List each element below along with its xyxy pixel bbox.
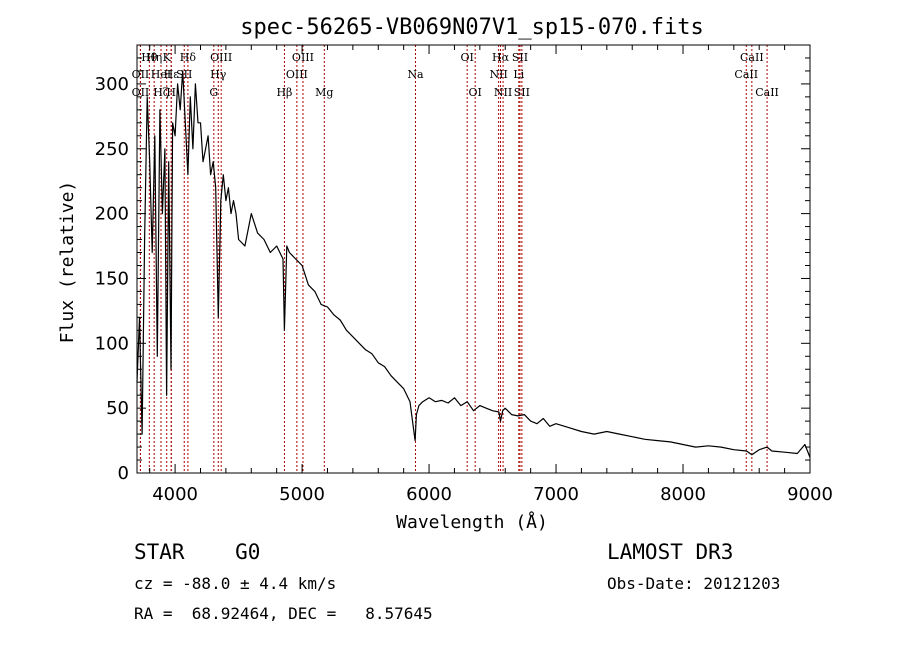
line-marker-label-2: OII: [132, 68, 150, 81]
line-marker-labels: OII Hθ OII Hη HeI Hζ K Hε H Hδ SII OIII Hγ G Hβ OIII OII…: [132, 51, 779, 99]
x-axis-label: Wavelength (Å): [396, 511, 548, 533]
line-marker-label-27: CaII: [740, 51, 764, 64]
ra-dec-coords: RA = 68.92464, DEC = 8.57645: [134, 604, 433, 623]
line-marker-label-5: Hζ: [153, 86, 169, 99]
spectrum-line-0: [136, 70, 811, 458]
y-tick-label-250: 250: [95, 139, 129, 160]
line-marker-label-13: G: [209, 86, 218, 99]
redshift-cz: cz = -88.0 ± 4.4 km/s: [134, 574, 337, 593]
line-marker-label-10: SII: [176, 68, 192, 81]
y-axis-ticks: 0 50 100 150 200 250 300: [95, 44, 810, 484]
line-marker-label-21: Hα: [492, 51, 510, 64]
object-class: STAR G0: [134, 540, 261, 564]
x-tick-label-8000: 8000: [660, 484, 706, 505]
line-marker-label-9: Hδ: [180, 51, 197, 64]
line-marker-label-16: OIII: [286, 68, 308, 81]
line-marker-label-3: Hη: [146, 51, 162, 64]
line-marker-label-28: CaII: [734, 68, 758, 81]
line-marker-label-15: OIII: [292, 51, 314, 64]
x-tick-label-7000: 7000: [533, 484, 579, 505]
line-marker-label-11: OIII: [210, 51, 232, 64]
line-marker-label-22: NII: [489, 68, 507, 81]
line-marker-label-18: Na: [407, 68, 424, 81]
y-tick-label-200: 200: [95, 204, 129, 225]
line-marker-label-23: NII: [494, 86, 512, 99]
line-marker-label-26: SII: [514, 86, 530, 99]
line-marker-label-20: OI: [468, 86, 481, 99]
x-tick-label-6000: 6000: [406, 484, 452, 505]
line-marker-label-6: K: [163, 51, 172, 64]
line-marker-label-19: OI: [460, 51, 473, 64]
line-marker-label-1: Hθ: [141, 51, 158, 64]
obs-date: Obs-Date: 20121203: [607, 574, 781, 593]
y-tick-label-300: 300: [95, 74, 129, 95]
line-marker-label-0: OII: [132, 86, 150, 99]
line-marker-label-17: Mg: [315, 86, 333, 99]
line-marker-label-24: SII: [512, 51, 528, 64]
x-tick-label-9000: 9000: [787, 484, 833, 505]
line-marker-label-7: Hε: [164, 68, 180, 81]
line-marker-label-8: H: [166, 86, 176, 99]
y-axis-label: Flux (relative): [57, 181, 78, 344]
y-tick-label-150: 150: [95, 268, 129, 289]
x-axis-ticks: 4000 5000 6000 7000 8000 9000: [149, 45, 833, 505]
line-marker-label-12: Hγ: [210, 68, 227, 81]
y-tick-label-100: 100: [95, 333, 129, 354]
line-marker-label-4: HeI: [151, 68, 171, 81]
y-tick-label-0: 0: [118, 463, 129, 484]
x-tick-label-5000: 5000: [279, 484, 325, 505]
spectrum-series: [136, 70, 811, 458]
y-tick-label-50: 50: [106, 398, 129, 419]
line-marker-label-29: CaII: [755, 86, 779, 99]
survey-name: LAMOST DR3: [607, 540, 734, 564]
line-marker-label-25: Li: [513, 68, 524, 81]
x-tick-label-4000: 4000: [152, 484, 198, 505]
line-marker-label-14: Hβ: [276, 86, 292, 99]
plot-frame: [136, 44, 811, 474]
chart-title: spec-56265-VB069N07V1_sp15-070.fits: [240, 15, 704, 40]
line-markers: [139, 45, 768, 473]
